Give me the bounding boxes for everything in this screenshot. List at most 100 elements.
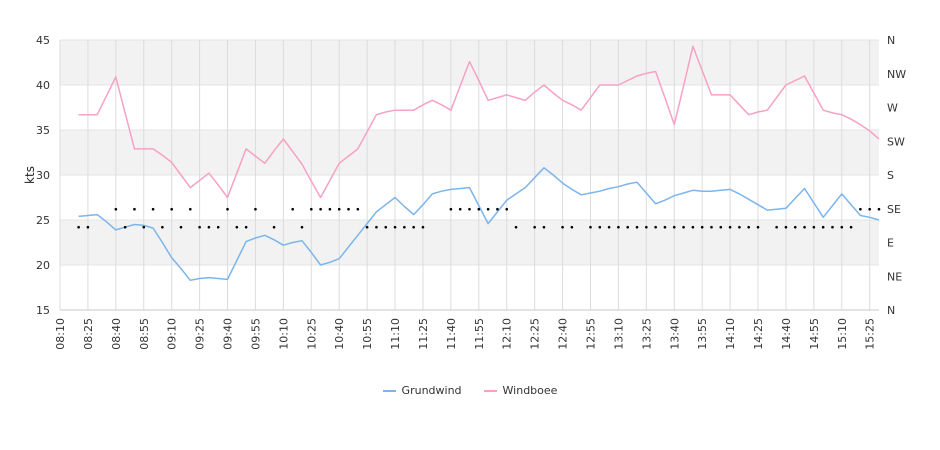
direction-point bbox=[393, 225, 397, 229]
direction-point bbox=[533, 225, 536, 229]
direction-point bbox=[542, 225, 546, 229]
x-tick-label: 12:25 bbox=[529, 318, 542, 350]
x-tick-label: 09:25 bbox=[194, 318, 207, 350]
direction-tick-label: S bbox=[887, 169, 894, 182]
direction-point bbox=[691, 225, 695, 229]
direction-point bbox=[412, 225, 415, 229]
x-tick-label: 08:10 bbox=[54, 318, 67, 350]
direction-point bbox=[86, 225, 90, 229]
direction-point bbox=[291, 207, 294, 211]
x-tick-label: 13:40 bbox=[668, 318, 681, 350]
direction-point bbox=[486, 207, 490, 211]
direction-point bbox=[179, 225, 183, 229]
direction-point bbox=[672, 225, 676, 229]
direction-point bbox=[356, 207, 360, 211]
direction-point bbox=[496, 207, 499, 211]
x-tick-label: 14:55 bbox=[808, 318, 821, 350]
grid-lines bbox=[59, 39, 879, 311]
y-tick-label: 40 bbox=[36, 79, 50, 92]
x-tick-label: 10:10 bbox=[277, 318, 290, 350]
x-tick-label: 10:25 bbox=[305, 318, 318, 350]
x-axis-ticks: 08:10 08:25 08:40 08:55 09:10 09:25 09:40 09:55… bbox=[54, 318, 877, 350]
x-tick-label: 12:55 bbox=[584, 318, 597, 350]
direction-point bbox=[449, 207, 453, 211]
direction-point bbox=[561, 225, 564, 229]
direction-axis-ticks: N NE E SE S SW W NW N bbox=[887, 34, 906, 317]
x-tick-label: 13:25 bbox=[640, 318, 653, 350]
direction-point bbox=[133, 207, 136, 211]
x-tick-label: 11:55 bbox=[473, 318, 486, 350]
direction-point bbox=[700, 225, 704, 229]
direction-point bbox=[198, 225, 201, 229]
direction-point bbox=[859, 207, 862, 211]
direction-point bbox=[142, 225, 146, 229]
x-tick-label: 08:25 bbox=[82, 318, 95, 350]
x-tick-label: 08:40 bbox=[110, 318, 123, 350]
direction-point bbox=[458, 207, 462, 211]
direction-point bbox=[300, 225, 304, 229]
series-line-windboee bbox=[78, 45, 880, 199]
plot-band bbox=[60, 130, 879, 175]
x-tick-label: 14:25 bbox=[752, 318, 765, 350]
series-lines bbox=[78, 45, 880, 282]
y-tick-label: 15 bbox=[36, 304, 50, 317]
x-tick-label: 11:25 bbox=[417, 318, 430, 350]
direction-point bbox=[812, 225, 816, 229]
direction-point bbox=[654, 225, 657, 229]
legend-swatch-grundwind bbox=[382, 389, 396, 392]
x-tick-label: 13:10 bbox=[612, 318, 625, 350]
direction-point bbox=[123, 225, 127, 229]
direction-point bbox=[719, 225, 723, 229]
direction-point bbox=[365, 225, 369, 229]
direction-tick-label: SW bbox=[887, 135, 905, 148]
legend-item-windboee[interactable]: Windboee bbox=[483, 384, 558, 397]
direction-point bbox=[188, 207, 192, 211]
direction-point bbox=[849, 225, 853, 229]
x-tick-label: 10:55 bbox=[361, 318, 374, 350]
direction-point bbox=[328, 207, 332, 211]
x-tick-label: 13:55 bbox=[696, 318, 709, 350]
direction-point bbox=[598, 225, 602, 229]
direction-point bbox=[272, 225, 276, 229]
direction-point bbox=[607, 225, 611, 229]
x-tick-label: 08:55 bbox=[138, 318, 151, 350]
legend: Grundwind Windboee bbox=[0, 384, 940, 397]
series-line-grundwind bbox=[78, 167, 880, 282]
y-tick-label: 30 bbox=[36, 169, 50, 182]
direction-point bbox=[319, 207, 322, 211]
plot-band bbox=[60, 220, 879, 265]
x-tick-label: 14:40 bbox=[780, 318, 793, 350]
direction-point bbox=[170, 207, 173, 211]
direction-point bbox=[663, 225, 667, 229]
x-tick-label: 12:40 bbox=[557, 318, 570, 350]
direction-point bbox=[570, 225, 574, 229]
x-tick-label: 11:10 bbox=[389, 318, 402, 350]
direction-point bbox=[626, 225, 630, 229]
x-tick-label: 14:10 bbox=[724, 318, 737, 350]
direction-point bbox=[728, 225, 732, 229]
legend-label-grundwind: Grundwind bbox=[401, 384, 462, 397]
y-tick-label: 25 bbox=[36, 214, 50, 227]
direction-point bbox=[617, 225, 620, 229]
legend-swatch-windboee bbox=[483, 389, 497, 392]
legend-label-windboee: Windboee bbox=[502, 384, 558, 397]
direction-point bbox=[710, 225, 713, 229]
direction-point bbox=[682, 225, 685, 229]
direction-point bbox=[821, 225, 825, 229]
direction-point bbox=[403, 225, 406, 229]
direction-point bbox=[375, 225, 378, 229]
plot-bands bbox=[60, 40, 879, 265]
direction-tick-label: N bbox=[887, 304, 895, 317]
y-axis-label: kts bbox=[23, 166, 37, 184]
direction-point bbox=[468, 207, 471, 211]
direction-point bbox=[784, 225, 788, 229]
legend-item-grundwind[interactable]: Grundwind bbox=[382, 384, 462, 397]
direction-markers bbox=[77, 207, 881, 229]
direction-point bbox=[747, 225, 751, 229]
direction-point bbox=[831, 225, 834, 229]
direction-point bbox=[207, 225, 211, 229]
direction-point bbox=[161, 225, 164, 229]
x-tick-label: 09:40 bbox=[222, 318, 235, 350]
x-tick-label: 09:10 bbox=[166, 318, 179, 350]
direction-point bbox=[840, 225, 844, 229]
